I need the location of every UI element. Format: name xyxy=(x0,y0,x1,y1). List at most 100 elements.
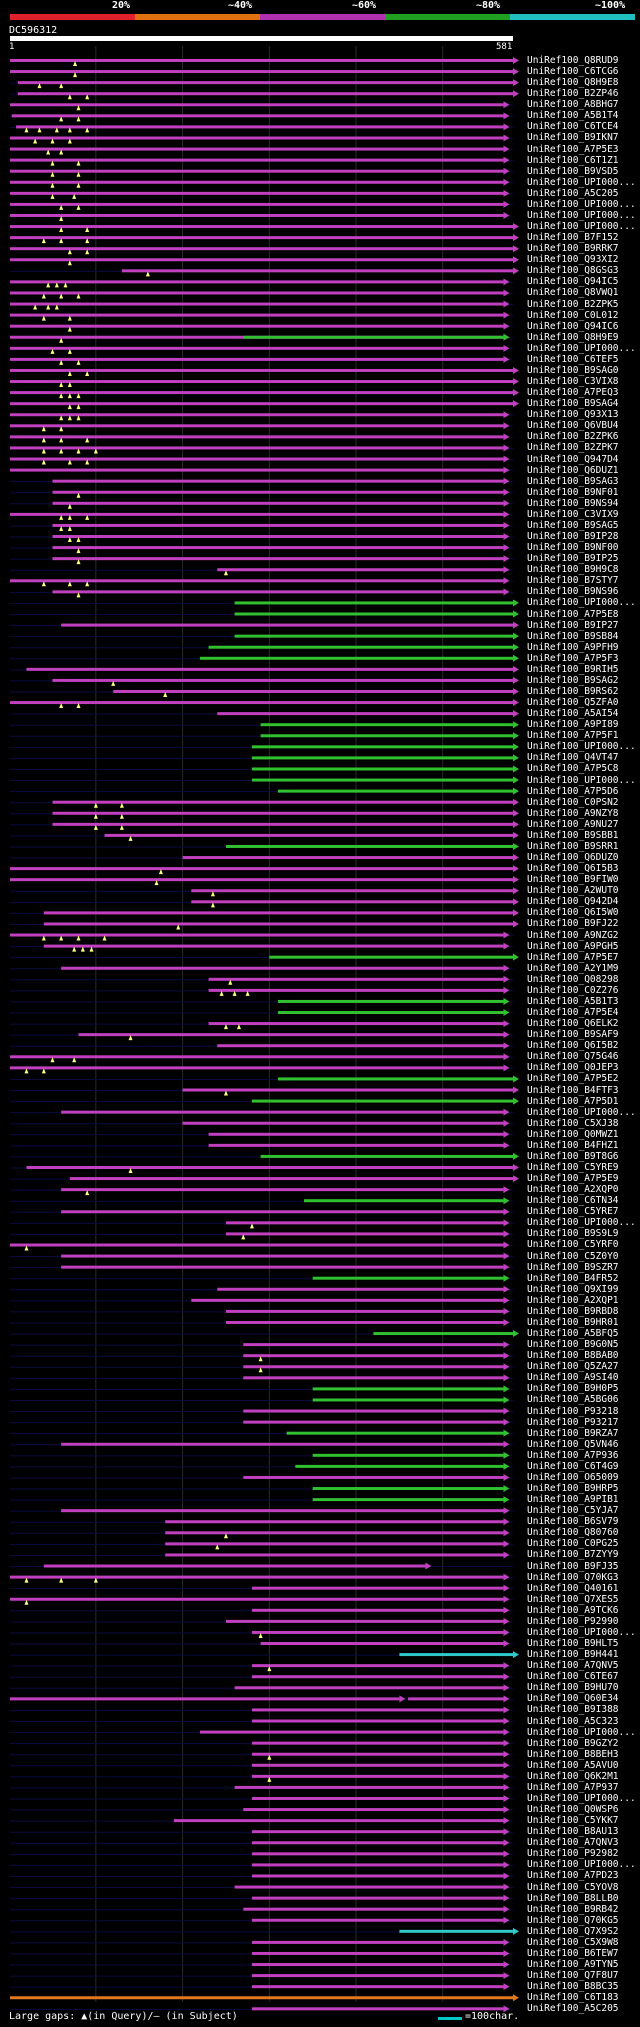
hit-label[interactable]: UniRef100_C5YRE7 xyxy=(527,1206,619,1218)
hit-label[interactable]: UniRef100_A7P937 xyxy=(527,1781,619,1793)
hit-label[interactable]: UniRef100_B6SV79 xyxy=(527,1516,619,1528)
hit-label[interactable]: UniRef100_C3VIX8 xyxy=(527,376,619,388)
hit-label[interactable]: UniRef100_UPI000... xyxy=(527,741,636,753)
hit-label[interactable]: UniRef100_Q8H9E9 xyxy=(527,331,619,343)
hit-label[interactable]: UniRef100_B9G0N5 xyxy=(527,1339,619,1351)
hit-label[interactable]: UniRef100_B9IKN7 xyxy=(527,132,619,144)
hit-label[interactable]: UniRef100_Q93XI2 xyxy=(527,254,619,266)
hit-label[interactable]: UniRef100_B9SAG4 xyxy=(527,398,619,410)
hit-label[interactable]: UniRef100_A5AVU0 xyxy=(527,1759,619,1771)
hit-label[interactable]: UniRef100_A2WUT0 xyxy=(527,885,619,897)
hit-label[interactable]: UniRef100_Q80760 xyxy=(527,1527,619,1539)
hit-label[interactable]: UniRef100_C6TN34 xyxy=(527,1195,619,1207)
hit-label[interactable]: UniRef100_A7P5E7 xyxy=(527,951,619,963)
hit-label[interactable]: UniRef100_Q60E34 xyxy=(527,1693,619,1705)
hit-label[interactable]: UniRef100_B9T8G6 xyxy=(527,1150,619,1162)
hit-label[interactable]: UniRef100_B7ZYY9 xyxy=(527,1549,619,1561)
hit-label[interactable]: UniRef100_B9GZY2 xyxy=(527,1737,619,1749)
hit-label[interactable]: UniRef100_B9SB84 xyxy=(527,630,619,642)
hit-label[interactable]: UniRef100_Q70KG5 xyxy=(527,1914,619,1926)
hit-label[interactable]: UniRef100_UPI000... xyxy=(527,1106,636,1118)
hit-label[interactable]: UniRef100_C5YJA7 xyxy=(527,1505,619,1517)
hit-label[interactable]: UniRef100_B8AU13 xyxy=(527,1826,619,1838)
hit-label[interactable]: UniRef100_C6TCG6 xyxy=(527,66,619,78)
hit-label[interactable]: UniRef100_Q8RUD9 xyxy=(527,55,619,66)
hit-label[interactable]: UniRef100_A9PFH9 xyxy=(527,641,619,653)
hit-label[interactable]: UniRef100_Q6I5B3 xyxy=(527,863,619,875)
hit-label[interactable]: UniRef100_A9PI89 xyxy=(527,719,619,731)
hit-label[interactable]: UniRef100_A9TCK6 xyxy=(527,1604,619,1616)
hit-label[interactable]: UniRef100_B9VSD5 xyxy=(527,165,619,177)
hit-label[interactable]: UniRef100_B9IP25 xyxy=(527,553,619,565)
hit-label[interactable]: UniRef100_A5AI54 xyxy=(527,708,619,720)
hit-label[interactable]: UniRef100_Q93X13 xyxy=(527,409,619,421)
hit-label[interactable]: UniRef100_B9H9C8 xyxy=(527,564,619,576)
hit-label[interactable]: UniRef100_C3VIX9 xyxy=(527,508,619,520)
hit-label[interactable]: UniRef100_A7P5C8 xyxy=(527,763,619,775)
hit-label[interactable]: UniRef100_UPI000... xyxy=(527,597,636,609)
hit-label[interactable]: UniRef100_Q6ELK2 xyxy=(527,1018,619,1030)
hit-label[interactable]: UniRef100_Q8H9E8 xyxy=(527,77,619,89)
hit-label[interactable]: UniRef100_Q40161 xyxy=(527,1582,619,1594)
hit-label[interactable]: UniRef100_UPI000... xyxy=(527,209,636,221)
hit-label[interactable]: UniRef100_Q70KG3 xyxy=(527,1571,619,1583)
hit-label[interactable]: UniRef100_A7PEQ3 xyxy=(527,387,619,399)
hit-label[interactable]: UniRef100_Q8GSG3 xyxy=(527,265,619,277)
hit-label[interactable]: UniRef100_UPI000... xyxy=(527,342,636,354)
hit-label[interactable]: UniRef100_Q6I5W0 xyxy=(527,907,619,919)
hit-label[interactable]: UniRef100_A7QNV3 xyxy=(527,1837,619,1849)
hit-label[interactable]: UniRef100_P92982 xyxy=(527,1848,619,1860)
hit-label[interactable]: UniRef100_B7STY7 xyxy=(527,575,619,587)
hit-label[interactable]: UniRef100_B9FJ35 xyxy=(527,1560,619,1572)
hit-label[interactable]: UniRef100_UPI000... xyxy=(527,176,636,188)
hit-label[interactable]: UniRef100_P92990 xyxy=(527,1615,619,1627)
hit-label[interactable]: UniRef100_C6TE67 xyxy=(527,1671,619,1683)
hit-label[interactable]: UniRef100_B9SRR1 xyxy=(527,840,619,852)
hit-label[interactable]: UniRef100_A5BFQ5 xyxy=(527,1328,619,1340)
hit-label[interactable]: UniRef100_Q7F8U7 xyxy=(527,1970,619,1982)
hit-label[interactable]: UniRef100_Q94IC6 xyxy=(527,320,619,332)
hit-label[interactable]: UniRef100_UPI000... xyxy=(527,1217,636,1229)
hit-label[interactable]: UniRef100_Q7X9S2 xyxy=(527,1925,619,1937)
hit-label[interactable]: UniRef100_B9IP28 xyxy=(527,531,619,542)
hit-label[interactable]: UniRef100_O65009 xyxy=(527,1471,619,1483)
hit-label[interactable]: UniRef100_Q942D4 xyxy=(527,896,619,908)
hit-label[interactable]: UniRef100_B9RIH5 xyxy=(527,663,619,675)
hit-label[interactable]: UniRef100_B8BAB0 xyxy=(527,1350,619,1362)
hit-label[interactable]: UniRef100_Q0MWZ1 xyxy=(527,1128,619,1140)
hit-label[interactable]: UniRef100_B9IP27 xyxy=(527,619,619,631)
hit-label[interactable]: UniRef100_A5C205 xyxy=(527,187,619,199)
hit-label[interactable]: UniRef100_A2Y1M9 xyxy=(527,962,619,974)
hit-label[interactable]: UniRef100_A2XQP1 xyxy=(527,1294,619,1306)
hit-label[interactable]: UniRef100_C5YKK7 xyxy=(527,1815,619,1827)
hit-label[interactable]: UniRef100_C6T1Z1 xyxy=(527,154,619,166)
hit-label[interactable]: UniRef100_B4FHZ1 xyxy=(527,1139,619,1151)
hit-label[interactable]: UniRef100_A7P5E3 xyxy=(527,143,619,155)
hit-label[interactable]: UniRef100_B2ZPK6 xyxy=(527,431,619,443)
hit-label[interactable]: UniRef100_A7P5E8 xyxy=(527,608,619,620)
hit-label[interactable]: UniRef100_A9NZG2 xyxy=(527,929,619,941)
hit-label[interactable]: UniRef100_B9SZR7 xyxy=(527,1261,619,1273)
hit-label[interactable]: UniRef100_A5B1T3 xyxy=(527,995,619,1007)
hit-label[interactable]: UniRef100_A7P5E2 xyxy=(527,1073,619,1085)
hit-label[interactable]: UniRef100_B9I388 xyxy=(527,1704,619,1716)
hit-label[interactable]: UniRef100_Q75G46 xyxy=(527,1051,619,1063)
hit-label[interactable]: UniRef100_A5C205 xyxy=(527,2003,619,2015)
hit-label[interactable]: UniRef100_C6TEF5 xyxy=(527,353,619,365)
hit-label[interactable]: UniRef100_A7P5D6 xyxy=(527,785,619,797)
hit-label[interactable]: UniRef100_B9FIW0 xyxy=(527,874,619,886)
hit-label[interactable]: UniRef100_A7P5F1 xyxy=(527,730,619,742)
hit-label[interactable]: UniRef100_A9NU27 xyxy=(527,818,619,830)
hit-label[interactable]: UniRef100_B4FR52 xyxy=(527,1272,619,1284)
hit-label[interactable]: UniRef100_B8BC35 xyxy=(527,1981,619,1993)
hit-label[interactable]: UniRef100_A2XQP0 xyxy=(527,1184,619,1196)
hit-label[interactable]: UniRef100_B2ZPK5 xyxy=(527,298,619,310)
hit-label[interactable]: UniRef100_B9NF01 xyxy=(527,486,619,498)
hit-label[interactable]: UniRef100_A5BG06 xyxy=(527,1394,619,1406)
hit-label[interactable]: UniRef100_UPI000... xyxy=(527,1626,636,1638)
hit-label[interactable]: UniRef100_Q6I5B2 xyxy=(527,1040,619,1052)
hit-label[interactable]: UniRef100_A7P5E9 xyxy=(527,1173,619,1185)
hit-label[interactable]: UniRef100_Q08298 xyxy=(527,973,619,985)
hit-label[interactable]: UniRef100_UPI000... xyxy=(527,198,636,210)
hit-label[interactable]: UniRef100_B2ZP46 xyxy=(527,88,619,100)
